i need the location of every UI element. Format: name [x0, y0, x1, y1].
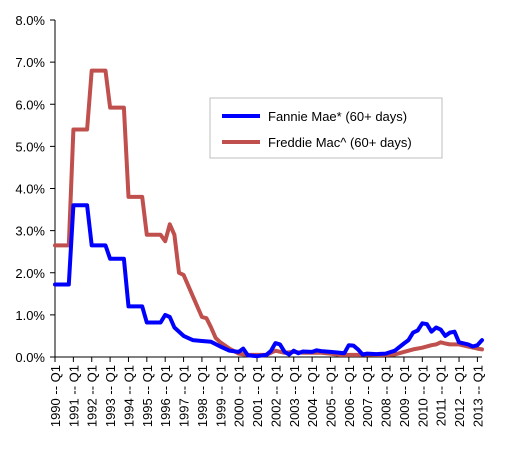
x-tick-label: 1993 -- Q1: [103, 365, 118, 427]
legend-label-fannie: Fannie Mae* (60+ days): [268, 109, 407, 124]
x-tick-label: 2012 -- Q1: [452, 365, 467, 427]
y-tick-label: 1.0%: [15, 308, 45, 323]
y-tick-label: 8.0%: [15, 13, 45, 28]
x-tick-label: 1995 -- Q1: [140, 365, 155, 427]
legend-label-freddie: Freddie Mac^ (60+ days): [268, 135, 412, 150]
x-tick-label: 1991 -- Q1: [66, 365, 81, 427]
x-tick-label: 2013 -- Q1: [470, 365, 485, 427]
legend: Fannie Mae* (60+ days) Freddie Mac^ (60+…: [209, 97, 443, 159]
x-tick-label: 1994 -- Q1: [121, 365, 136, 427]
x-tick-label: 1999 -- Q1: [213, 365, 228, 427]
x-tick-label: 1998 -- Q1: [195, 365, 210, 427]
y-tick-label: 0.0%: [15, 350, 45, 365]
y-tick-label: 4.0%: [15, 182, 45, 197]
x-tick-label: 2005 -- Q1: [323, 365, 338, 427]
x-tick-label: 2002 -- Q1: [268, 365, 283, 427]
x-axis: 1990 -- Q1 1991 -- Q1 1992 -- Q1 1993 -- Q1…: [48, 356, 485, 427]
x-tick-label: 2001 -- Q1: [250, 365, 265, 427]
x-tick-label: 1997 -- Q1: [177, 365, 192, 427]
x-tick-label: 1992 -- Q1: [85, 365, 100, 427]
x-tick-label: 2003 -- Q1: [287, 365, 302, 427]
y-tick-label: 5.0%: [15, 139, 45, 154]
x-tick-label: 2007 -- Q1: [360, 365, 375, 427]
x-tick-label: 2006 -- Q1: [342, 365, 357, 427]
x-tick-label: 2008 -- Q1: [379, 365, 394, 427]
x-tick-label: 2011 -- Q1: [434, 365, 449, 426]
legend-box: [209, 97, 443, 159]
x-tick-label: 1990 -- Q1: [48, 365, 63, 427]
y-tick-label: 7.0%: [15, 55, 45, 70]
series-line-fannie-mae: [53, 203, 484, 359]
y-tick-label: 6.0%: [15, 97, 45, 112]
y-tick-label: 2.0%: [15, 266, 45, 281]
x-tick-label: 2009 -- Q1: [397, 365, 412, 427]
y-tick-label: 3.0%: [15, 224, 45, 239]
y-axis: 0.0% 1.0% 2.0% 3.0% 4.0% 5.0% 6.0% 7.0% 8.0%: [15, 13, 56, 365]
x-tick-label: 2010 -- Q1: [415, 365, 430, 427]
series-lines: [53, 68, 484, 359]
x-tick-label: 1996 -- Q1: [158, 365, 173, 427]
x-tick-label: 2004 -- Q1: [305, 365, 320, 427]
x-tick-label: 2000 -- Q1: [232, 365, 247, 427]
